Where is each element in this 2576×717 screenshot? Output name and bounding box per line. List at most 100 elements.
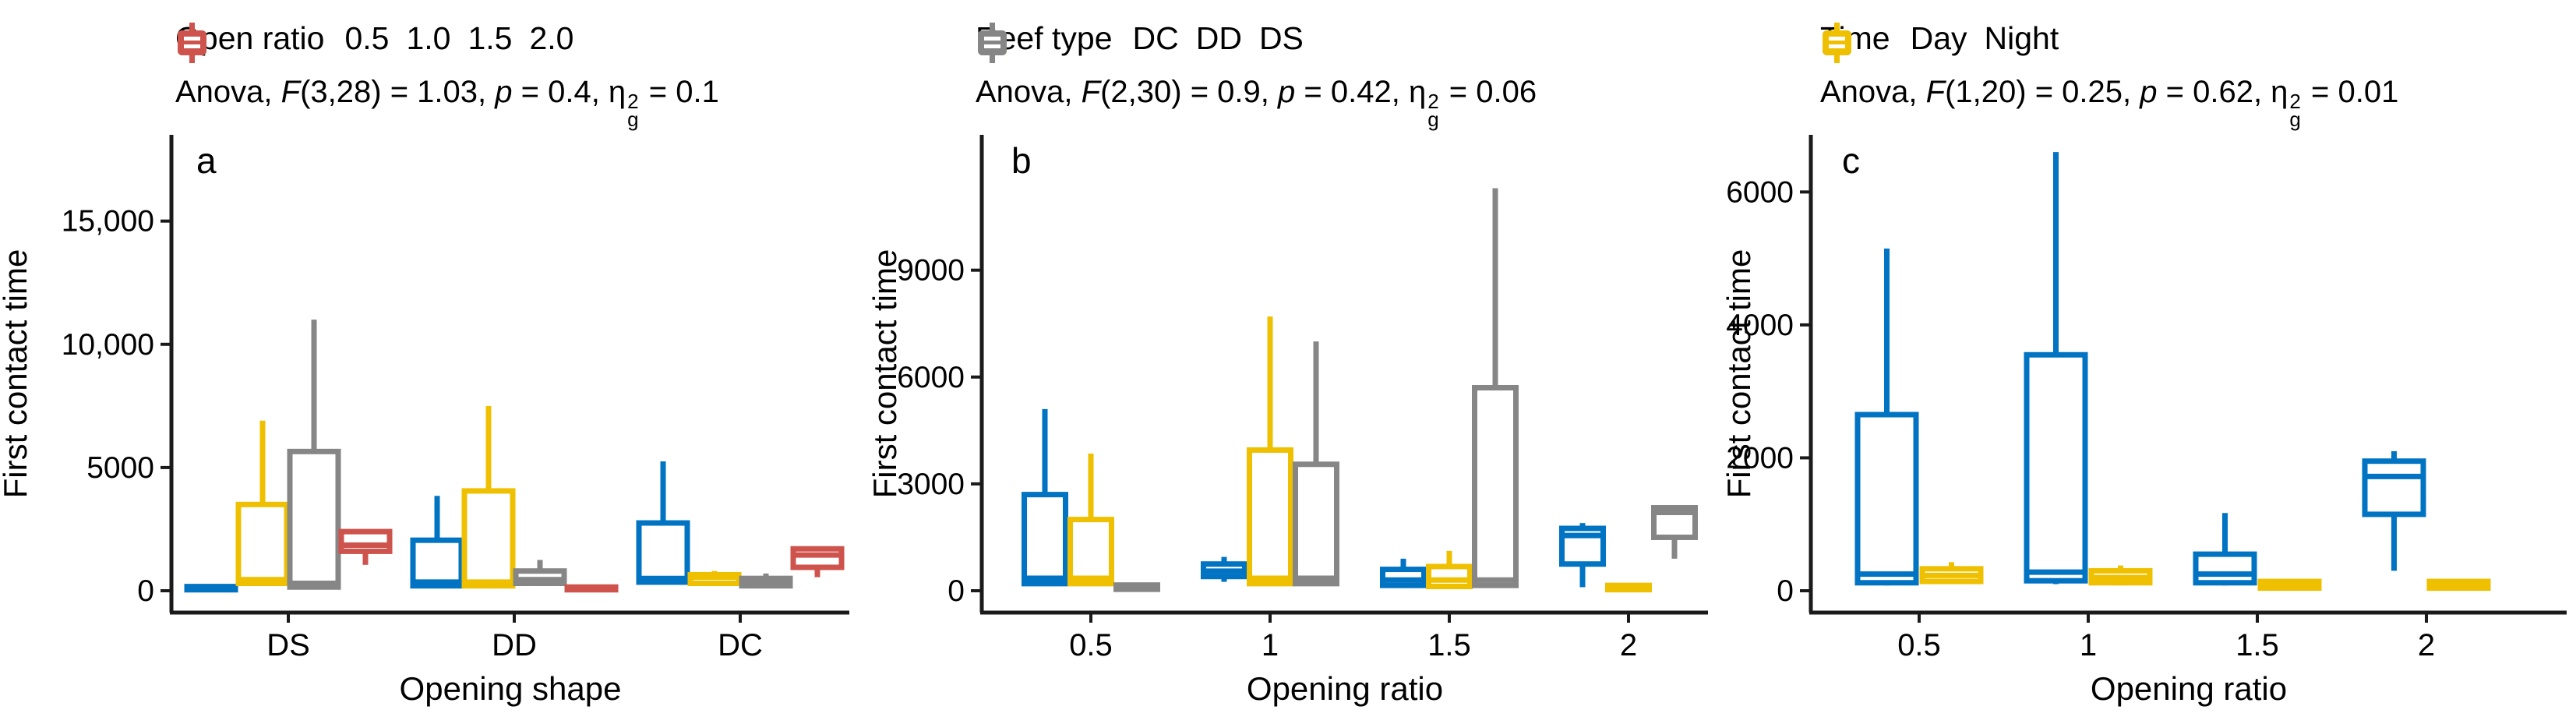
box-iqr [287, 448, 341, 590]
anova-text-segment: p [495, 75, 513, 109]
x-axis-title: Opening ratio [1247, 670, 1443, 707]
panel-b: Reef type DC DD DS Anova, F(2,30) = 0.9, p… [859, 0, 1717, 717]
boxplot-ds-1.5 [1472, 188, 1519, 588]
legend-item-dd: DD [978, 20, 1242, 63]
y-axis-title: First contact time [866, 249, 903, 499]
legend-item-night: Night [1823, 20, 2059, 63]
key-line-bottom [984, 44, 1000, 48]
boxplot-dc-1.5 [1380, 558, 1427, 588]
box-iqr [2362, 458, 2426, 517]
y-axis-title: First contact time [1720, 249, 1757, 499]
boxplot-0.5-ds [184, 584, 238, 593]
boxplot-dd-0.5 [1067, 454, 1114, 587]
y-tick-label: 9000 [897, 254, 965, 288]
anova-text-segment: = 0.4, [512, 75, 609, 109]
legend-item-dc: DC [978, 20, 1179, 63]
y-tick-label: 5000 [86, 451, 154, 485]
boxplot-night-2 [2426, 578, 2491, 592]
y-tick-label: 6000 [1726, 175, 1794, 209]
plot-area-c: 0 2000 4000 6000 0.5 1 1.5 2 c Opening ratio First… [1720, 135, 2567, 707]
boxplot-1.0-ds [235, 420, 290, 587]
key-line-top [984, 37, 1000, 41]
legend-item-label: Night [1984, 20, 2059, 56]
boxplot-dd-1.5 [1426, 550, 1473, 590]
y-axis-title: First contact time [0, 249, 34, 499]
key-box [978, 30, 1007, 55]
boxplot-ds-2 [1651, 505, 1698, 559]
boxplot-ds-0.5 [1113, 582, 1160, 592]
box-iqr [1293, 461, 1339, 587]
boxplot-day-2 [2362, 450, 2426, 571]
box-iqr [790, 546, 845, 570]
x-tick-label: 1 [2080, 628, 2097, 662]
box-iqr [1067, 517, 1114, 587]
boxplot-day-0.5 [1854, 248, 1919, 586]
legend-item-label: 1.5 [468, 20, 513, 56]
boxplot-1.0-dd [461, 405, 516, 589]
panel-letter: b [1011, 140, 1032, 181]
anova-text-segment: F [1925, 75, 1946, 109]
legend-open-ratio: Open ratio 0.5 1.0 1.5 2.0 [175, 20, 573, 63]
boxplot-dd-2 [1605, 582, 1652, 593]
x-tick-label: DC [718, 628, 763, 662]
boxplot-dc-1 [1201, 556, 1247, 582]
box-iqr [1426, 563, 1473, 590]
y-tick-label: 2000 [1726, 441, 1794, 475]
key-line-top [184, 37, 200, 41]
boxplot-0.5-dd [410, 496, 464, 589]
anova-text-segment: = 0.1 [640, 75, 719, 109]
boxplot-key-icon [978, 23, 1007, 63]
y-tick-label: 15,000 [62, 205, 154, 238]
box-iqr [1247, 447, 1293, 587]
y-tick-label: 0 [947, 574, 965, 608]
anova-text-segment: F [281, 75, 301, 109]
boxplot-dd-1 [1247, 316, 1293, 587]
legend-item-label: 0.5 [344, 20, 390, 56]
panel-a: Open ratio 0.5 1.0 1.5 2.0 Anova, F(3,28) =… [0, 0, 859, 717]
box-iqr [1472, 384, 1519, 588]
x-tick-label: 2 [1620, 628, 1637, 662]
key-box [1823, 30, 1851, 55]
y-tick-label: 10,000 [62, 328, 154, 362]
panel-c: Time Day Night Anova, F(1,20) = 0.25, p =… [1717, 0, 2576, 717]
box-iqr [410, 537, 464, 589]
anova-text-segment: (2,30) = 0.9, [1100, 75, 1279, 109]
boxplot-1.5-dc [739, 573, 793, 589]
anova-text-segment: F [1081, 75, 1101, 109]
anova-text-segment: p [2140, 75, 2158, 109]
box-iqr [235, 501, 290, 587]
legend-reef-type: Reef type DC DD DS [976, 20, 1304, 63]
anova-text-segment: = 0.62, [2157, 75, 2271, 109]
key-line-bottom [184, 44, 200, 48]
legend-item-label: DS [1258, 20, 1304, 56]
x-tick-label: 1.5 [2235, 628, 2279, 662]
anova-text-segment: (3,28) = 1.03, [300, 75, 496, 109]
boxplot-dc-0.5 [1022, 408, 1068, 587]
y-tick-label: 6000 [897, 361, 965, 394]
box-iqr [338, 528, 393, 554]
box-iqr [2024, 351, 2088, 584]
legend-item-label: 1.0 [406, 20, 451, 56]
legend-item-label: DC [1132, 20, 1179, 56]
boxplot-1.0-dc [687, 570, 742, 587]
boxplot-ds-1 [1293, 341, 1339, 587]
boxplot-dc-2 [1559, 523, 1606, 588]
key-line-top [1829, 37, 1845, 41]
panel-letter: a [196, 140, 217, 181]
boxplot-0.5-dc [636, 461, 690, 585]
legend-item-1.0: 1.0 [178, 20, 451, 63]
anova-text-segment: p [1278, 75, 1296, 109]
anova-text-segment: (1,20) = 0.25, [1945, 75, 2140, 109]
boxplot-night-1.5 [2257, 578, 2322, 592]
anova-text-segment: Anova, [1820, 75, 1926, 109]
x-axis-title: Opening shape [400, 670, 622, 707]
key-box [178, 30, 206, 55]
legend-item-1.5: 1.5 [178, 20, 513, 63]
boxplot-key-icon [178, 23, 206, 63]
legend-item-ds: DS [978, 20, 1304, 63]
boxplot-night-1 [2088, 565, 2153, 586]
